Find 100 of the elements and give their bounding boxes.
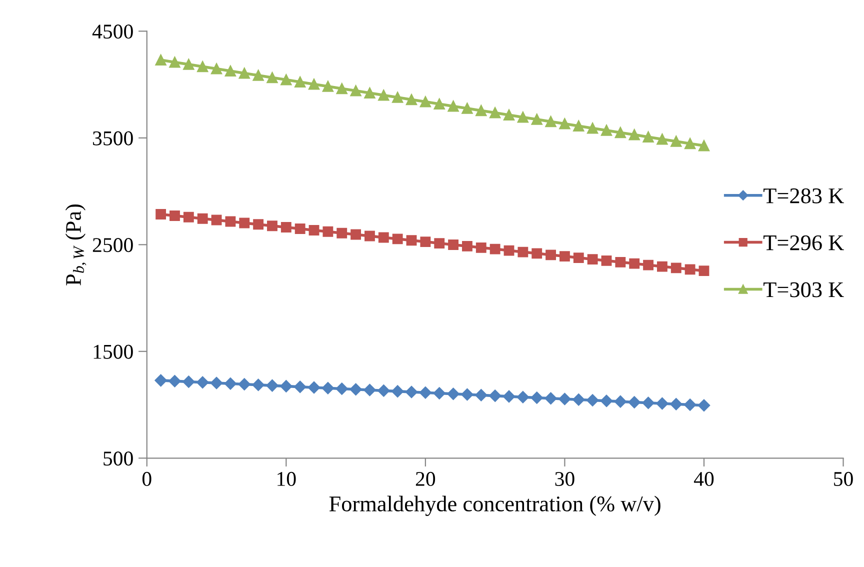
point xyxy=(280,222,292,232)
point xyxy=(238,378,250,390)
point xyxy=(182,376,195,388)
x-tick-label: 30 xyxy=(555,472,574,486)
point xyxy=(475,389,488,402)
point xyxy=(322,80,334,92)
y-axis-title: P$_{b,W}$ (Pa) xyxy=(65,204,86,286)
point xyxy=(183,212,194,222)
point xyxy=(391,385,404,398)
point xyxy=(502,390,516,403)
point xyxy=(643,260,654,270)
point xyxy=(280,380,292,392)
point xyxy=(170,210,180,221)
point xyxy=(628,396,640,408)
point xyxy=(224,378,237,390)
x-tick-label: 40 xyxy=(694,472,714,486)
point xyxy=(504,245,514,256)
x-tick-label: 10 xyxy=(278,472,296,486)
point xyxy=(350,383,362,396)
point xyxy=(183,58,194,70)
point xyxy=(558,392,571,406)
point xyxy=(350,229,362,240)
point xyxy=(405,386,418,398)
point xyxy=(406,94,418,106)
point xyxy=(684,264,696,275)
point xyxy=(378,384,390,397)
point xyxy=(406,235,417,246)
point xyxy=(378,90,390,101)
point xyxy=(670,398,682,410)
point xyxy=(656,261,668,272)
point xyxy=(546,250,556,260)
y-tick-label: 4500 xyxy=(92,24,133,39)
point xyxy=(267,220,278,232)
point xyxy=(476,242,486,253)
point xyxy=(586,394,599,406)
point xyxy=(308,78,320,90)
point xyxy=(434,238,445,248)
point xyxy=(252,70,264,81)
point xyxy=(336,382,348,395)
point xyxy=(600,394,613,408)
point xyxy=(601,255,612,266)
point xyxy=(448,240,458,250)
legend-label: T=283 K xyxy=(764,188,844,204)
point xyxy=(615,256,626,268)
point xyxy=(587,254,598,264)
x-tick-label: 20 xyxy=(416,472,436,486)
point xyxy=(670,136,682,147)
point xyxy=(544,392,557,404)
point xyxy=(266,379,278,392)
point xyxy=(168,374,181,388)
point xyxy=(252,378,264,392)
point xyxy=(392,92,404,103)
point xyxy=(294,224,306,234)
point xyxy=(364,87,376,99)
point xyxy=(531,114,542,125)
point xyxy=(350,85,362,96)
point xyxy=(336,83,348,94)
point xyxy=(684,398,696,411)
point xyxy=(294,380,306,393)
point xyxy=(266,72,278,84)
y-tick-label: 3500 xyxy=(93,131,133,146)
point xyxy=(656,397,668,410)
legend-label: T=296 K xyxy=(764,235,844,250)
point xyxy=(210,63,222,74)
point xyxy=(419,386,432,399)
point xyxy=(378,232,389,243)
point xyxy=(516,390,530,404)
point xyxy=(518,246,528,258)
point xyxy=(559,118,570,130)
point xyxy=(155,54,166,66)
point xyxy=(698,140,710,152)
point xyxy=(392,234,403,244)
point xyxy=(447,388,460,400)
point xyxy=(308,225,320,236)
point xyxy=(322,382,334,394)
point xyxy=(294,76,306,88)
y-tick-label: 1500 xyxy=(94,344,133,359)
point xyxy=(488,390,502,402)
point xyxy=(573,120,584,132)
x-tick-label: 50 xyxy=(834,472,853,486)
point xyxy=(224,65,236,77)
point xyxy=(169,56,180,68)
legend-label: T=303 K xyxy=(764,282,844,298)
point xyxy=(433,387,446,400)
point xyxy=(517,112,528,123)
point xyxy=(614,127,626,138)
point xyxy=(532,248,542,259)
y-tick-label: 500 xyxy=(104,452,133,466)
point xyxy=(196,376,209,388)
point xyxy=(462,102,473,114)
point xyxy=(530,392,543,404)
point xyxy=(573,252,584,263)
point xyxy=(698,266,710,276)
point xyxy=(225,216,236,227)
point xyxy=(420,96,431,108)
point xyxy=(642,396,654,409)
point xyxy=(490,107,501,118)
point xyxy=(211,214,222,226)
point xyxy=(156,209,166,220)
point xyxy=(642,131,654,143)
